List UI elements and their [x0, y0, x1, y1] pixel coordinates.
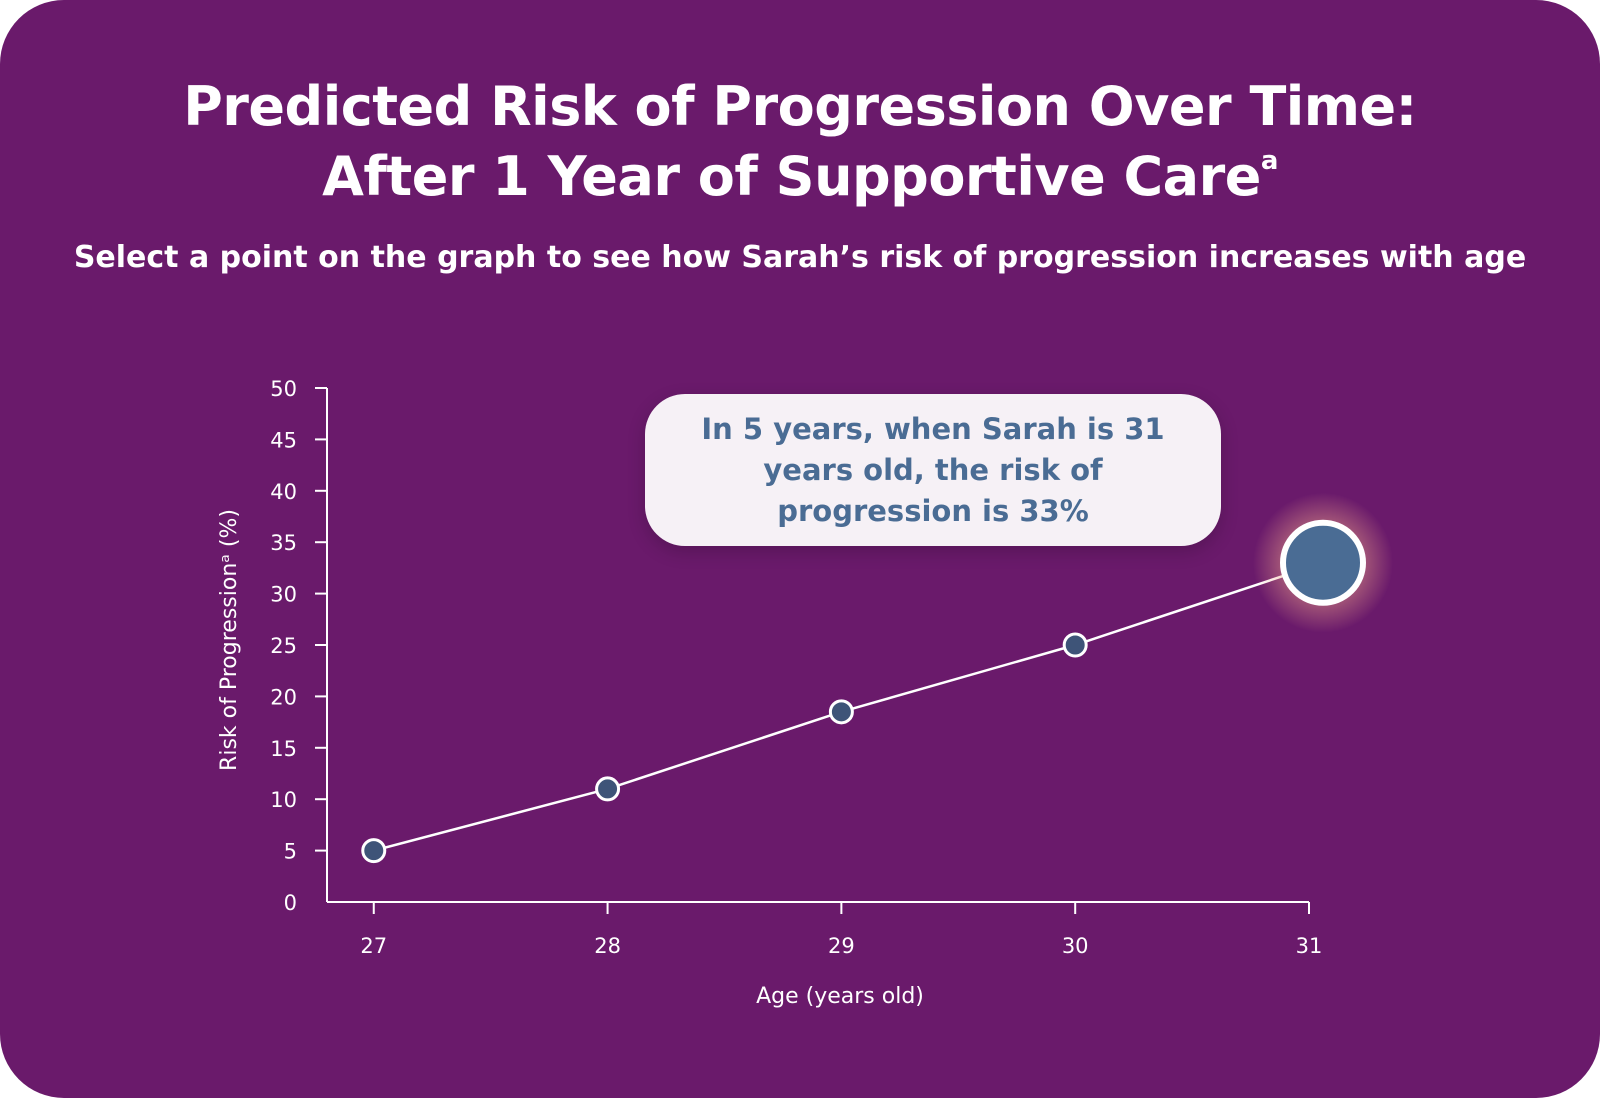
title-line-1: Predicted Risk of Progression Over Time:	[183, 75, 1417, 138]
data-point[interactable]	[595, 776, 621, 802]
y-tick-label: 0	[284, 891, 297, 915]
x-tick-label: 28	[594, 934, 621, 958]
y-tick-label: 5	[284, 840, 297, 864]
data-point[interactable]	[361, 838, 387, 864]
data-point[interactable]	[1062, 632, 1088, 658]
chart-title: Predicted Risk of Progression Over Time:…	[0, 72, 1600, 212]
y-axis-title: Risk of Progressionᵃ (%)	[217, 509, 242, 771]
title-line-2: After 1 Year of Supportive Carea	[0, 142, 1600, 212]
y-axis-ticks: 0 5 10 15 20 25 30 35 40 45 50	[270, 377, 327, 915]
x-axis-title: Age (years old)	[756, 984, 924, 1009]
y-tick-label: 35	[270, 531, 297, 555]
chart-instructions: Select a point on the graph to see how S…	[73, 240, 1527, 275]
y-tick-label: 30	[270, 583, 297, 607]
title-footnote-marker: a	[1260, 146, 1279, 176]
x-tick-label: 27	[360, 934, 387, 958]
y-tick-label: 45	[270, 428, 297, 452]
y-tick-label: 20	[270, 685, 297, 709]
x-tick-label: 31	[1296, 934, 1323, 958]
data-point[interactable]	[828, 699, 854, 725]
data-points	[361, 492, 1393, 864]
x-axis-ticks: 27 28 29 30 31	[360, 902, 1322, 958]
callout-text: In 5 years, when Sarah is 31 years old, …	[701, 411, 1165, 528]
y-tick-label: 15	[270, 737, 297, 761]
title-line-2-text: After 1 Year of Supportive Care	[322, 145, 1261, 208]
y-tick-label: 50	[270, 377, 297, 401]
x-tick-label: 30	[1062, 934, 1089, 958]
x-tick-label: 29	[828, 934, 855, 958]
y-tick-label: 40	[270, 480, 297, 504]
selected-point-callout: In 5 years, when Sarah is 31 years old, …	[645, 394, 1221, 546]
y-tick-label: 10	[270, 788, 297, 812]
y-tick-label: 25	[270, 634, 297, 658]
selected-data-point[interactable]	[1280, 519, 1366, 606]
